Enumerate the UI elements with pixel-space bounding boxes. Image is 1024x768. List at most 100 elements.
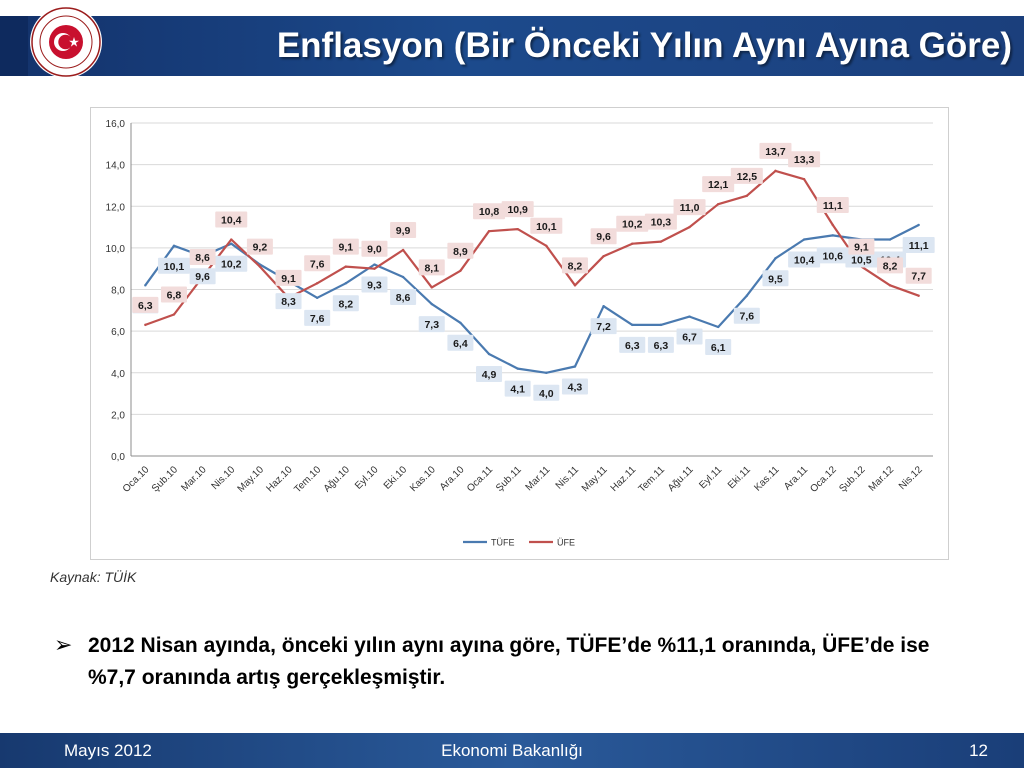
y-tick-label: 8,0 <box>111 286 125 297</box>
ufe-data-label-bg <box>788 151 821 168</box>
legend-entry: TÜFE <box>491 538 515 548</box>
ufe-point <box>487 230 491 233</box>
x-tick-label: Eki.10 <box>382 464 410 492</box>
ufe-point <box>631 242 634 245</box>
tufe-point <box>401 275 405 279</box>
ufe-data-label: 10,3 <box>651 217 672 229</box>
ufe-data-label: 13,3 <box>794 154 815 166</box>
tufe-data-label: 7,3 <box>424 319 439 331</box>
ufe-data-label: 9,9 <box>396 225 411 237</box>
ufe-data-label: 7,7 <box>911 271 926 283</box>
ufe-data-label-bg <box>160 286 187 303</box>
tufe-data-label-bg <box>275 293 302 310</box>
ufe-data-label: 10,2 <box>622 219 643 231</box>
x-tick-label: Ağu.10 <box>322 464 352 494</box>
tufe-point <box>516 367 519 370</box>
ufe-point <box>144 323 147 327</box>
tufe-data-label: 10,5 <box>851 255 872 267</box>
chart-container: 0,0 2,0 4,0 6,0 8,0 10,0 12,0 14,0 16,0 Oca.10 Şub… <box>90 107 949 560</box>
ufe-data-label: 10,8 <box>479 206 500 218</box>
ufe-point <box>573 284 577 287</box>
ufe-data-label: 9,0 <box>367 244 382 256</box>
seal-icon <box>31 7 101 77</box>
tufe-data-label: 4,3 <box>568 382 583 394</box>
ufe-point <box>802 177 806 181</box>
ufe-point <box>716 202 720 206</box>
ufe-data-label: 13,7 <box>765 146 786 158</box>
ufe-point <box>230 238 233 241</box>
ufe-data-label-bg <box>530 217 563 234</box>
ufe-series-line <box>144 169 920 326</box>
x-tick-label: Haz.11 <box>609 464 639 494</box>
tufe-data-label: 6,4 <box>453 338 468 350</box>
header-stripe <box>0 16 28 76</box>
tufe-point <box>602 304 605 308</box>
tufe-data-label-bg <box>705 338 732 355</box>
tufe-data-label-bg <box>647 336 674 353</box>
ufe-data-label: 9,1 <box>854 242 869 254</box>
x-tick-label: Şub.12 <box>837 464 867 494</box>
tufe-data-label: 8,2 <box>339 298 354 310</box>
y-tick-label: 12,0 <box>106 202 126 213</box>
tufe-point <box>745 294 749 297</box>
x-tick-label: Ara.10 <box>438 464 467 493</box>
x-tick-label: Ara.11 <box>782 464 810 492</box>
tufe-point <box>802 238 806 241</box>
x-tick-label: Mar.12 <box>867 464 897 494</box>
x-tick-label: Eyl.10 <box>353 464 381 492</box>
tufe-point <box>716 325 720 329</box>
x-tick-label: Mar.11 <box>524 464 553 493</box>
tufe-data-label-bg <box>816 247 849 264</box>
tufe-data-label: 4,9 <box>482 369 497 381</box>
page-number: 12 <box>969 741 988 760</box>
y-tick-label: 6,0 <box>111 327 125 338</box>
tufe-data-label-bg <box>189 268 216 285</box>
ufe-data-label-bg <box>730 167 763 184</box>
ufe-data-label-bg <box>361 240 388 257</box>
x-tick-label: May.10 <box>236 464 267 495</box>
ufe-data-label: 6,3 <box>138 300 153 312</box>
tufe-data-label: 9,3 <box>367 280 382 292</box>
ufe-point <box>430 286 433 289</box>
ufe-point <box>315 282 319 285</box>
ufe-data-label-bg <box>132 296 159 313</box>
x-tick-label: Şub.10 <box>150 464 180 494</box>
source-note: Kaynak: TÜİK <box>50 569 137 585</box>
ufe-data-label-bg <box>246 238 273 255</box>
tufe-point <box>659 323 663 327</box>
ufe-data-label: 12,1 <box>708 179 729 191</box>
ufe-data-label: 8,9 <box>453 246 468 258</box>
ufe-data-label: 8,1 <box>424 262 439 274</box>
tufe-point <box>545 371 548 374</box>
ufe-point <box>459 269 462 272</box>
ufe-data-label-bg <box>590 228 617 245</box>
tufe-data-label: 6,3 <box>654 340 669 352</box>
tufe-data-label-bg <box>733 307 760 324</box>
tufe-data-label: 7,6 <box>740 311 755 323</box>
header: Enflasyon (Bir Önceki Yılın Aynı Ayına G… <box>0 0 1024 78</box>
tufe-data-label-bg <box>504 380 531 397</box>
ufe-data-label: 11,0 <box>680 202 700 214</box>
tufe-point <box>487 352 491 356</box>
inflation-line-chart: 0,02,04,06,08,010,012,014,016,0Oca.10Şub… <box>106 119 935 548</box>
ufe-data-label-bg <box>759 142 792 159</box>
ufe-data-label: 9,1 <box>339 242 354 254</box>
y-tick-label: 14,0 <box>106 161 126 172</box>
ufe-data-label: 10,4 <box>221 215 242 227</box>
ufe-data-label: 8,2 <box>883 260 898 272</box>
y-tick-label: 10,0 <box>106 244 126 255</box>
legend-entry: ÜFE <box>557 538 575 548</box>
tufe-point <box>631 323 634 327</box>
header-bar <box>0 16 1024 76</box>
x-tick-label: Kas.10 <box>408 464 438 494</box>
ufe-point <box>344 265 348 268</box>
x-tick-label: Oca.11 <box>465 464 495 494</box>
tufe-data-label: 6,3 <box>625 340 640 352</box>
tufe-point <box>774 257 777 260</box>
ufe-data-label-bg <box>473 203 506 220</box>
x-tick-label: Tem.11 <box>637 464 668 495</box>
y-tick-label: 4,0 <box>111 369 125 380</box>
x-tick-label: Haz.10 <box>264 464 294 494</box>
x-tick-label: Oca.12 <box>808 464 839 495</box>
tufe-point <box>459 321 462 324</box>
